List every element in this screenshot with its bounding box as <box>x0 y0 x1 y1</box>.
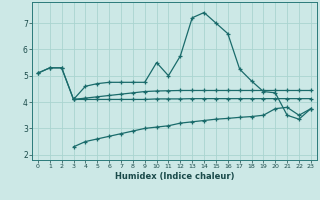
X-axis label: Humidex (Indice chaleur): Humidex (Indice chaleur) <box>115 172 234 181</box>
